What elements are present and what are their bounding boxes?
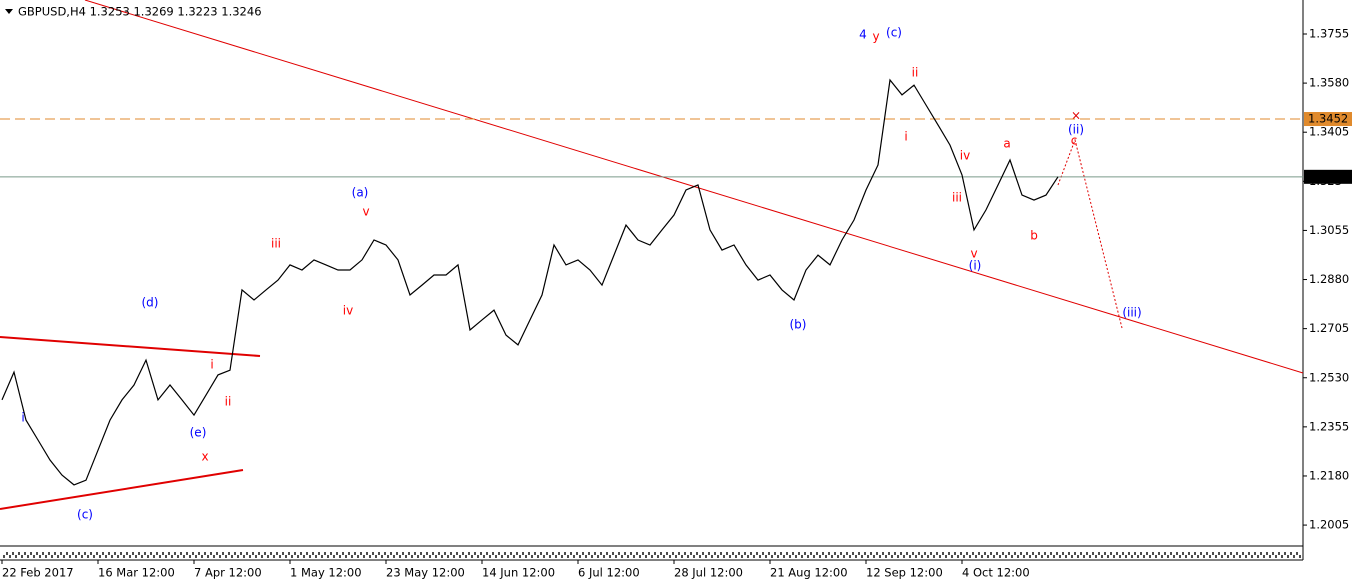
wave-label: ii [225,395,232,409]
wave-label: (iii) [1122,306,1141,320]
wave-label: (a) [352,186,369,200]
x-tick-label: 4 Oct 12:00 [962,566,1030,580]
wave-label: i [904,130,907,144]
level-label: 1.3452 [1308,112,1348,126]
y-tick-label: 1.3755 [1309,26,1349,40]
wave-label: iii [271,237,281,251]
x-tick-label: 23 May 12:00 [386,566,465,580]
level-box [1304,112,1352,127]
wave-label: x [201,450,208,464]
triangle-lower [0,469,244,510]
y-tick-label: 1.3405 [1309,125,1349,139]
y-tick-label: 1.2705 [1309,321,1349,335]
wave-label: (d) [142,296,159,310]
wave-label: a [1003,137,1010,151]
wave-label: (c) [77,508,93,522]
wave-label: (ii) [1068,123,1084,137]
wave-label: iv [343,304,353,318]
y-tick-label: 1.3580 [1309,76,1349,90]
y-tick-label: 1.2530 [1309,370,1349,384]
indicator-strip [2,548,1302,558]
wave-label: ii [912,66,919,80]
wave-label: iii [952,191,962,205]
x-tick-label: 7 Apr 12:00 [194,566,262,580]
x-tick-label: 12 Sep 12:00 [866,566,943,580]
wave-label: v [362,205,369,219]
x-tick-label: 14 Jun 12:00 [482,566,555,580]
y-tick-label: 1.2180 [1309,468,1349,482]
x-tick-label: 1 May 12:00 [290,566,362,580]
price-box [1304,169,1352,184]
x-tick-label: 21 Aug 12:00 [770,566,848,580]
dropdown-arrow [5,9,13,14]
wave-label: (b) [790,318,807,332]
wave-label: i [210,358,213,372]
target-marker: × [1071,109,1081,123]
chart-title: GBPUSD,H4 1.3253 1.3269 1.3223 1.3246 [18,5,262,19]
y-tick-label: 1.2880 [1309,272,1349,286]
y-tick-label: 1.3055 [1309,223,1349,237]
wave-label: y [872,30,879,44]
y-tick-label: 1.2355 [1309,419,1349,433]
x-tick-label: 28 Jul 12:00 [674,566,743,580]
wave-label: iv [960,149,970,163]
x-tick-label: 6 Jul 12:00 [578,566,640,580]
wave-label: (c) [886,26,902,40]
wave-label: (i) [969,259,982,273]
y-tick-label: 1.2005 [1309,518,1349,532]
wave-label: c [1071,134,1078,148]
wave-label: i [21,411,24,425]
wave-label: v [970,247,977,261]
x-tick-label: 22 Feb 2017 [2,566,74,580]
triangle-upper [0,336,261,357]
wave-label: b [1030,229,1038,243]
wave-label: (e) [190,426,207,440]
wave-label: 4 [859,28,867,42]
price-line-series [1,78,1059,486]
projection [1057,138,1123,329]
price-label: 1.3246 [1308,169,1348,183]
x-tick-label: 16 Mar 12:00 [98,566,175,580]
